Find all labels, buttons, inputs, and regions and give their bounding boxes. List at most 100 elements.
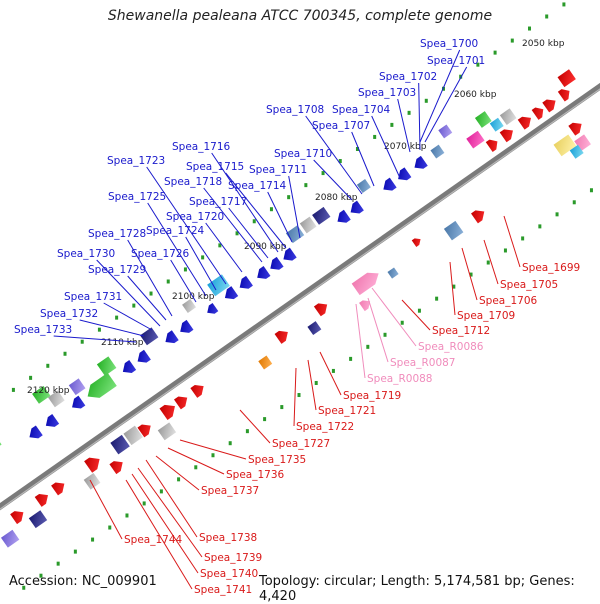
forward-gene	[0, 434, 2, 453]
forward-gene	[438, 124, 453, 139]
inner-tick	[108, 525, 112, 530]
leader-line	[179, 439, 247, 460]
inner-tick	[417, 308, 421, 313]
outer-tick	[149, 291, 153, 296]
leader-line	[461, 247, 478, 301]
forward-gene-label: Spea_1701	[427, 55, 485, 67]
reverse-gene	[411, 238, 421, 247]
leader-line	[155, 455, 200, 491]
outer-tick	[252, 219, 256, 224]
reverse-gene	[110, 434, 130, 455]
forward-gene	[312, 206, 331, 225]
outer-tick	[218, 243, 222, 248]
forward-gene	[531, 107, 544, 120]
forward-gene	[485, 139, 498, 152]
inner-tick	[194, 465, 198, 470]
leader-line	[89, 479, 123, 540]
inner-tick	[469, 272, 473, 277]
inner-tick	[39, 573, 43, 578]
rna-gene-label: Spea_R0086	[418, 341, 484, 353]
leader-line	[267, 191, 293, 243]
leader-line	[288, 175, 301, 239]
forward-gene-label: Spea_1732	[40, 308, 98, 320]
outer-tick	[373, 134, 377, 139]
forward-gene	[383, 177, 397, 191]
inner-tick	[331, 368, 335, 373]
forward-gene	[499, 129, 513, 143]
reverse-gene-label: Spea_1712	[432, 325, 490, 337]
outer-tick	[97, 327, 101, 332]
reverse-gene	[313, 303, 328, 317]
scale-label: 2110 kbp	[101, 338, 144, 348]
leader-line	[449, 261, 456, 316]
inner-tick	[503, 248, 507, 253]
reverse-gene	[51, 482, 65, 496]
forward-gene-label: Spea_1715	[186, 161, 244, 173]
forward-gene	[499, 108, 517, 126]
forward-gene	[257, 265, 271, 279]
forward-gene-label: Spea_1723	[107, 155, 165, 167]
forward-gene	[96, 356, 117, 376]
forward-gene-label: Spea_1717	[189, 196, 247, 208]
forward-gene-label: Spea_1700	[420, 38, 478, 50]
leader-line	[483, 239, 499, 285]
scale-label: 2070 kbp	[384, 142, 427, 152]
inner-tick	[280, 405, 284, 410]
outer-tick	[183, 267, 187, 272]
map-title: Shewanella pealeana ATCC 700345, complet…	[107, 8, 493, 24]
forward-gene-label: Spea_1720	[166, 211, 224, 223]
forward-gene	[29, 425, 43, 439]
forward-gene-label: Spea_1728	[88, 228, 146, 240]
scale-label: 2080 kbp	[315, 193, 358, 203]
scale-label: 2060 kbp	[454, 90, 497, 100]
reverse-gene	[83, 472, 101, 490]
inner-tick	[142, 501, 146, 506]
reverse-gene-label: Spea_1719	[343, 390, 401, 402]
outer-tick	[338, 159, 342, 164]
rna-gene-label: Spea_R0087	[390, 357, 456, 369]
reverse-gene	[109, 461, 123, 475]
reverse-gene	[274, 330, 288, 344]
leader-line	[424, 66, 468, 143]
outer-tick	[80, 339, 84, 344]
forward-gene-label: Spea_1733	[14, 324, 72, 336]
inner-tick	[589, 188, 593, 193]
leader-line	[127, 275, 167, 321]
forward-gene	[474, 111, 492, 128]
reverse-gene	[387, 267, 399, 279]
leader-line	[53, 335, 137, 343]
leader-line	[355, 303, 366, 379]
leader-line	[418, 82, 421, 151]
reverse-gene	[10, 511, 24, 525]
forward-gene	[207, 302, 219, 314]
outer-tick	[459, 74, 463, 79]
forward-gene	[32, 385, 51, 404]
forward-gene	[337, 209, 351, 223]
forward-gene-label: Spea_1731	[64, 291, 122, 303]
leader-line	[205, 222, 243, 273]
outer-tick	[424, 98, 428, 103]
leader-line	[146, 166, 227, 285]
scale-label: 2050 kbp	[522, 39, 565, 49]
reverse-gene-label: Spea_1722	[296, 421, 354, 433]
leader-line	[319, 351, 342, 396]
reverse-gene-label: Spea_1737	[201, 485, 259, 497]
outer-tick	[132, 303, 136, 308]
outer-tick	[545, 14, 549, 19]
reverse-gene	[569, 144, 584, 159]
forward-gene	[137, 349, 151, 363]
leader-line	[96, 259, 161, 327]
inner-tick	[400, 320, 404, 325]
inner-tick	[159, 489, 163, 494]
reverse-gene	[137, 424, 151, 438]
inner-tick	[435, 296, 439, 301]
forward-gene	[398, 167, 412, 181]
leader-line	[371, 115, 401, 179]
leader-line	[79, 319, 145, 337]
backbone-line	[0, 82, 600, 511]
inner-tick	[538, 224, 542, 229]
inner-tick	[366, 344, 370, 349]
inner-tick	[349, 356, 353, 361]
reverse-gene-label: Spea_1706	[479, 295, 538, 307]
